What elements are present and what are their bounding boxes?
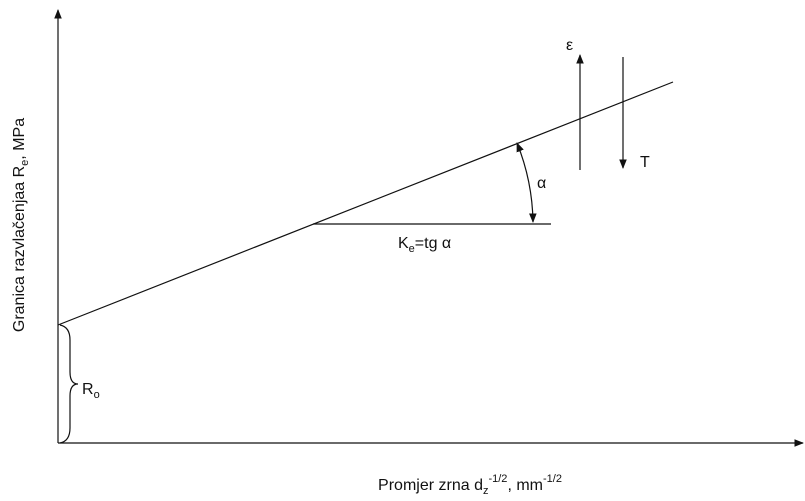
angle-arc	[516, 142, 537, 223]
x-axis-label: Promjer zrna dz-1/2, mm-1/2	[378, 473, 562, 496]
angle-label: α	[537, 175, 546, 192]
intercept-brace	[59, 324, 79, 444]
intercept-label: Ro	[82, 381, 100, 401]
epsilon-label: ε	[566, 37, 573, 54]
y-axis-label: Granica razvlačenjaa Re, MPa	[11, 118, 31, 332]
temperature-label: T	[640, 154, 650, 171]
slope-label: Ke=tg α	[398, 235, 451, 255]
trend-line	[57, 81, 674, 326]
